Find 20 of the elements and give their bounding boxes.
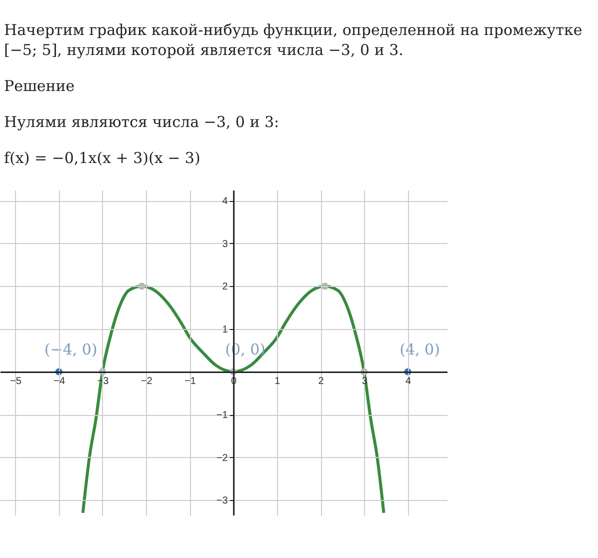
x-tick-label: −5 [10, 376, 22, 388]
y-tick-label: 3 [222, 238, 228, 250]
annotation: (4, 0) [400, 340, 440, 359]
y-tick-label: 4 [222, 196, 228, 208]
y-tick-label: 2 [222, 282, 228, 293]
x-tick-label: 1 [274, 376, 281, 388]
text: f(x) = −0,1x(x + 3)(x − 3) [4, 148, 202, 168]
y-tick-label: −2 [216, 452, 228, 464]
y-tick-label: −3 [216, 496, 228, 507]
x-tick-label: −1 [184, 376, 196, 388]
x-tick-label: −4 [54, 376, 66, 388]
chart-title: Начертим график какой-нибудь функции, определенной на промежутке [−5; 5], нулями которой является числа −3, 0 и 3. [4, 20, 584, 60]
y-tick-label: 1 [222, 324, 228, 336]
x-tick-label: 4 [405, 376, 412, 388]
y-tick-label: −1 [216, 410, 228, 422]
annotation: (−4, 0) [44, 340, 98, 359]
x-tick-label: 2 [318, 376, 324, 388]
text: Нулями являются числа −3, 0 и 3: [4, 112, 280, 132]
x-tick-label: −2 [140, 376, 153, 388]
text: Решение [4, 76, 76, 96]
